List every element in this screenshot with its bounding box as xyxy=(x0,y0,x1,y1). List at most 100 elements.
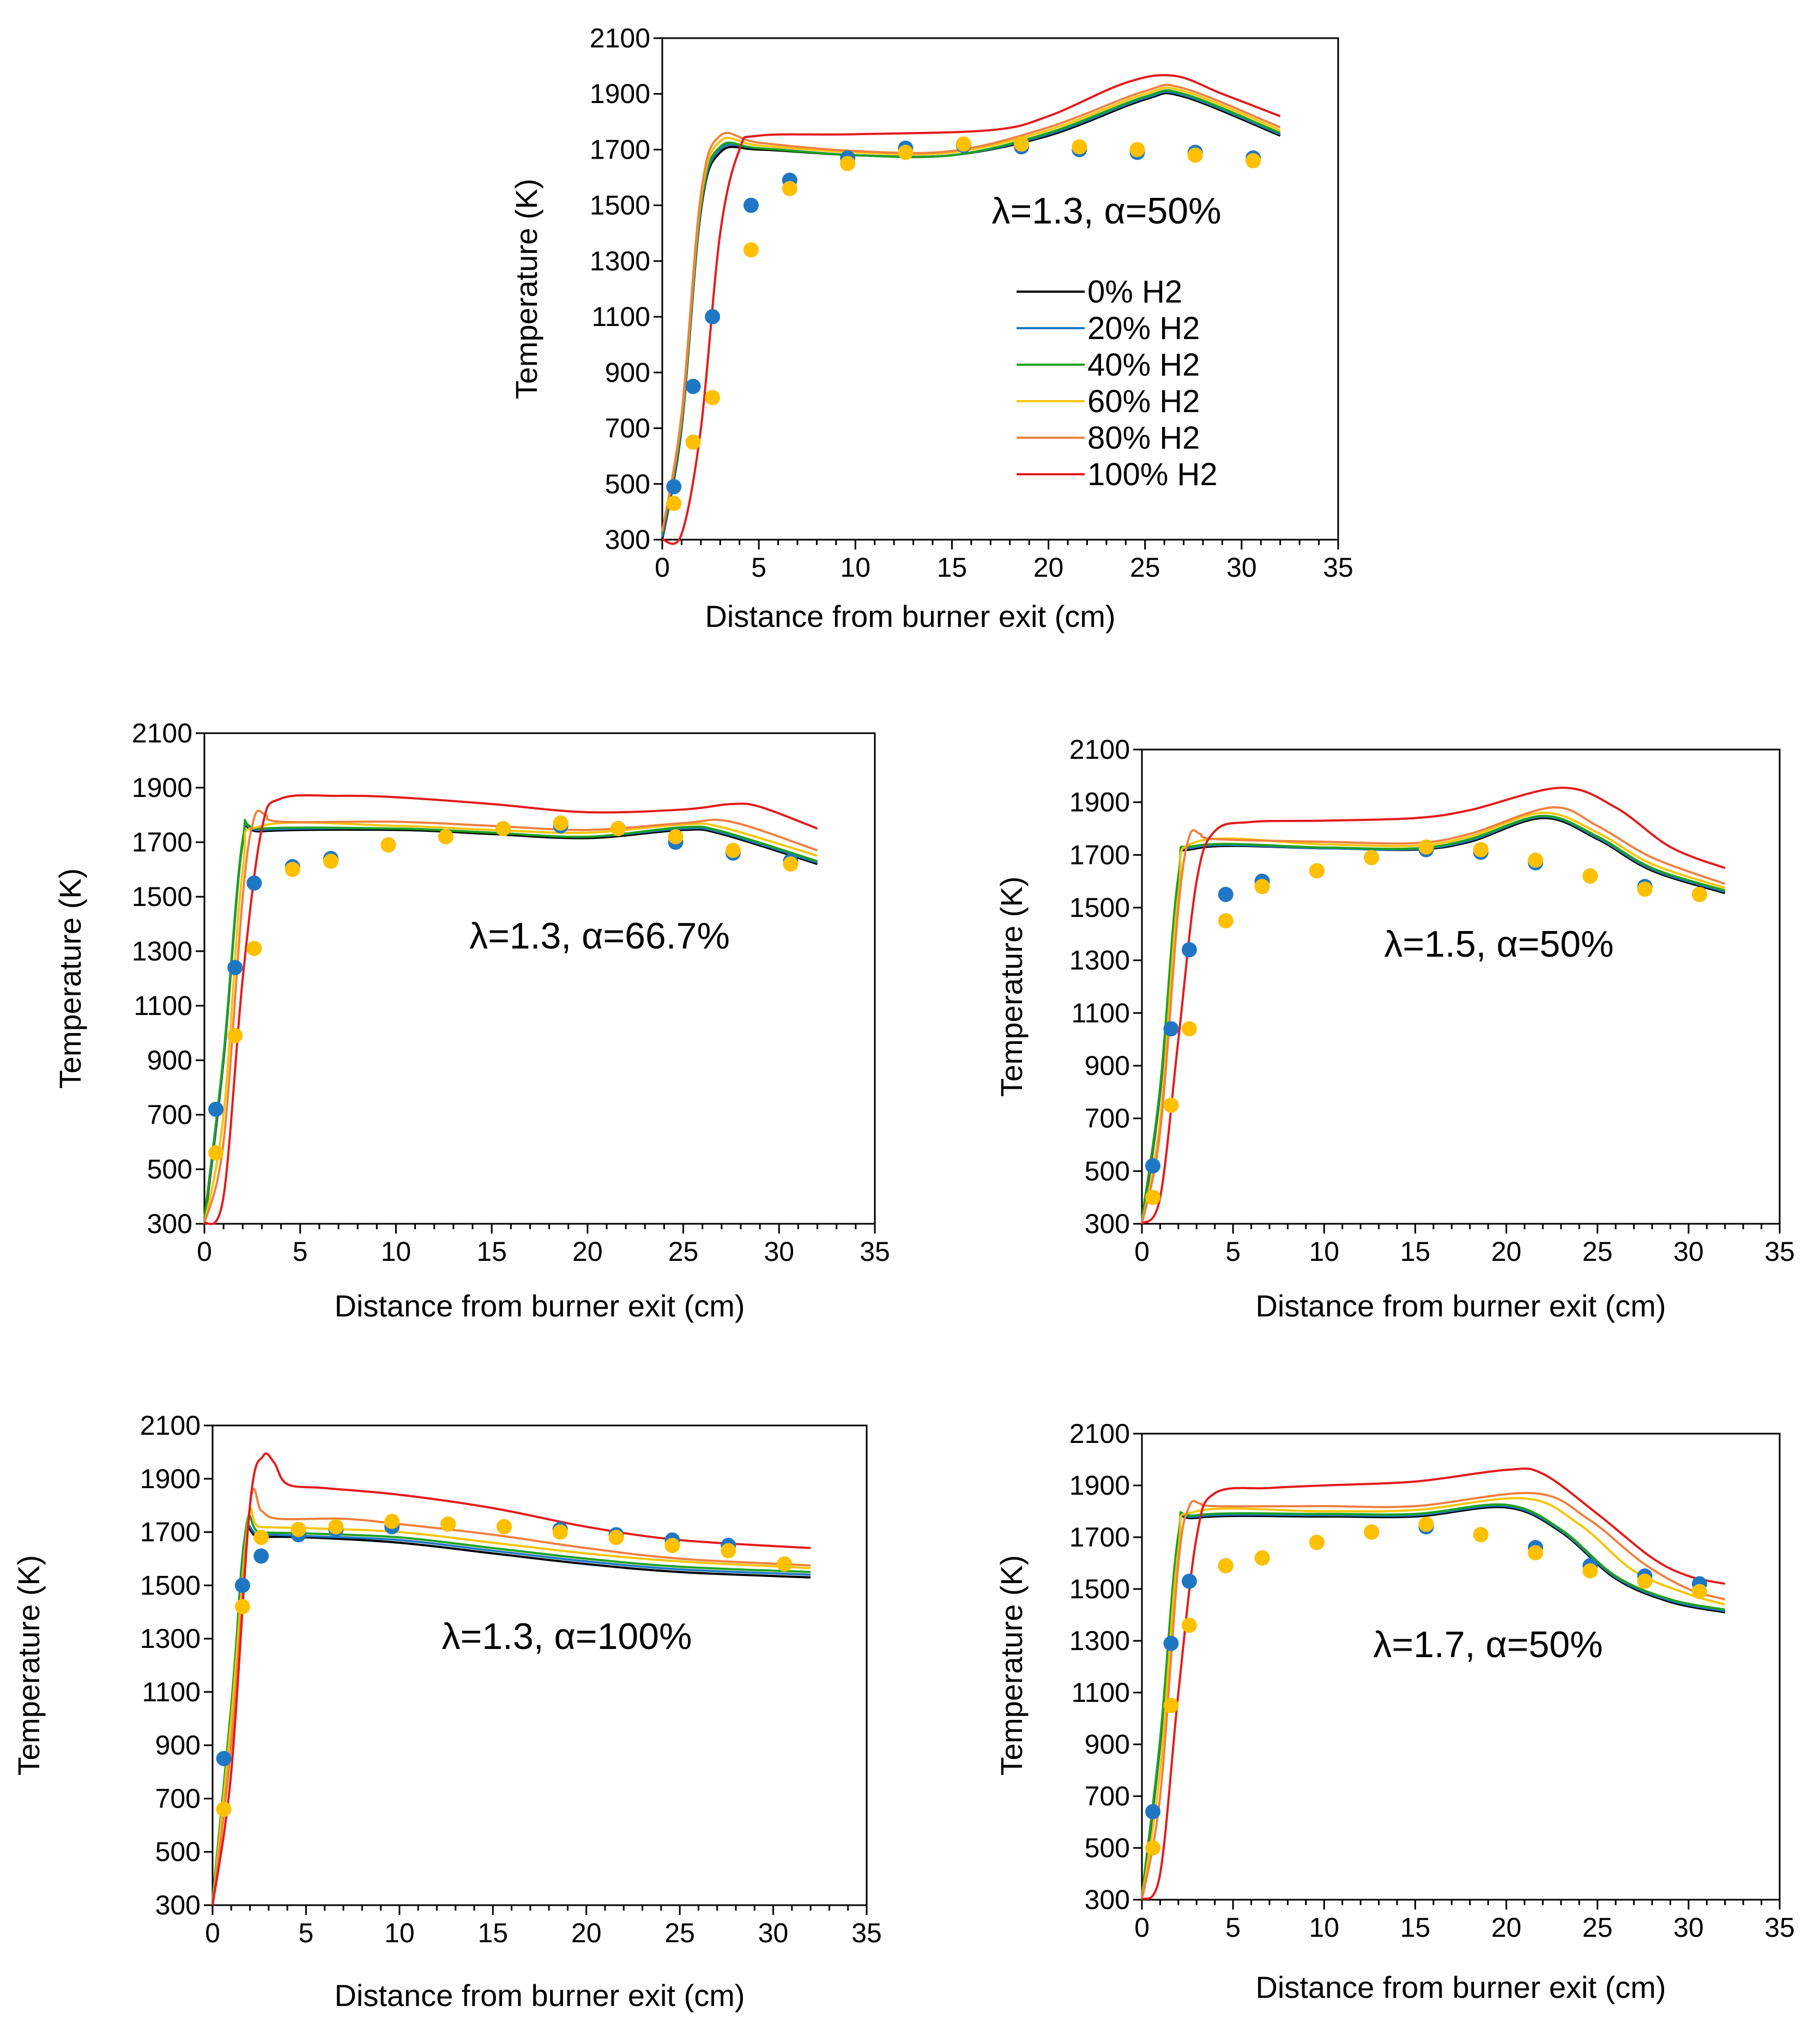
marker-point-orange xyxy=(384,1514,400,1529)
x-tick-label: 15 xyxy=(1400,1236,1431,1267)
marker-point-orange xyxy=(1181,1021,1197,1037)
y-tick-label: 700 xyxy=(1085,1781,1130,1811)
chart-panel-l13-a100: Distance from burner exit (cm) Temperatu… xyxy=(11,1410,882,2013)
x-axis-label: Distance from burner exit (cm) xyxy=(705,599,1115,633)
x-tick-label: 0 xyxy=(1134,1236,1150,1267)
legend-entry-1: 20% H2 xyxy=(1017,311,1200,346)
marker-point-orange xyxy=(1072,139,1087,155)
y-tick-label: 300 xyxy=(155,1890,201,1920)
series-lines xyxy=(1141,787,1726,1225)
marker-point-orange xyxy=(496,1519,512,1534)
marker-point-orange xyxy=(440,1516,456,1532)
series-line-80-h2 xyxy=(203,809,818,1224)
x-tick-label: 0 xyxy=(205,1918,220,1948)
marker-point-orange xyxy=(1163,1697,1179,1713)
x-tick-label: 5 xyxy=(293,1236,308,1267)
y-axis-label: Temperature (K) xyxy=(994,1555,1029,1776)
x-tick-label: 25 xyxy=(1582,1236,1613,1267)
marker-point-orange xyxy=(1473,1527,1489,1543)
y-tick-label: 1300 xyxy=(132,936,192,966)
x-tick-label: 35 xyxy=(1323,552,1353,583)
legend-entry-5: 100% H2 xyxy=(1017,457,1218,492)
y-tick-label: 500 xyxy=(155,1836,201,1867)
marker-point-orange xyxy=(208,1145,224,1161)
y-axis: 300 500 700 900 1100 1300 1500 1700 1900 2100 xyxy=(132,718,204,1239)
legend-label-2: 40% H2 xyxy=(1087,347,1200,383)
markers xyxy=(216,1514,793,1817)
y-tick-label: 900 xyxy=(147,1045,192,1076)
series-line-40-h2 xyxy=(1141,1503,1726,1895)
marker-point-orange xyxy=(1218,913,1234,929)
legend: 0% H2 20% H2 40% H2 60% H2 80% H2 100% H… xyxy=(1017,274,1218,492)
marker-point-orange xyxy=(777,1556,793,1572)
series-line-60-h2 xyxy=(1141,811,1726,1224)
y-tick-label: 300 xyxy=(605,524,650,555)
y-tick-label: 1900 xyxy=(590,78,650,109)
marker-point-orange xyxy=(1364,1524,1380,1540)
marker-point-blue xyxy=(253,1548,269,1564)
marker-point-orange xyxy=(1418,1517,1434,1532)
x-tick-label: 30 xyxy=(1673,1236,1704,1267)
y-axis-label: Temperature (K) xyxy=(53,868,87,1089)
y-axis: 300 500 700 900 1100 1300 1500 1700 1900 2100 xyxy=(590,23,662,555)
x-tick-label: 5 xyxy=(299,1918,314,1948)
y-tick-label: 1700 xyxy=(132,827,192,857)
y-axis-label: Temperature (K) xyxy=(11,1555,46,1776)
plot-frame xyxy=(661,37,1339,541)
x-tick-label: 15 xyxy=(476,1236,507,1267)
marker-point-orange xyxy=(783,856,799,872)
y-tick-label: 2100 xyxy=(1069,1418,1130,1449)
plot-frame xyxy=(1141,1433,1781,1901)
marker-point-orange xyxy=(1163,1097,1179,1113)
y-tick-label: 900 xyxy=(1085,1050,1130,1081)
markers xyxy=(1145,839,1707,1205)
y-tick-label: 1900 xyxy=(132,772,192,803)
chart-panel-l15-a50: Distance from burner exit (cm) Temperatu… xyxy=(994,734,1795,1323)
x-tick-label: 35 xyxy=(851,1918,882,1948)
y-tick-label: 300 xyxy=(1085,1209,1130,1239)
chart-panel-l17-a50: Distance from burner exit (cm) Temperatu… xyxy=(994,1418,1795,2004)
marker-point-orange xyxy=(291,1521,306,1537)
y-tick-label: 1900 xyxy=(140,1464,201,1494)
y-tick-label: 1100 xyxy=(1071,1677,1130,1708)
x-tick-label: 15 xyxy=(937,552,968,583)
plot-frame xyxy=(211,1424,868,1906)
y-tick-label: 1700 xyxy=(140,1517,201,1548)
marker-point-orange xyxy=(234,1599,250,1615)
marker-point-orange xyxy=(1309,1534,1325,1550)
series-line-80-h2 xyxy=(211,1488,811,1906)
legend-label-5: 100% H2 xyxy=(1087,457,1218,492)
marker-point-orange xyxy=(1691,1584,1707,1599)
series-lines xyxy=(1141,1467,1726,1901)
x-axis-label: Distance from burner exit (cm) xyxy=(1255,1970,1666,2004)
y-axis-label: Temperature (K) xyxy=(994,877,1029,1097)
marker-point-blue xyxy=(743,197,759,213)
x-axis: 0 5 10 15 20 25 30 35 xyxy=(1134,1900,1795,1943)
series-line-100-h2 xyxy=(662,74,1281,545)
x-tick-label: 20 xyxy=(571,1918,602,1948)
series-line-40-h2 xyxy=(203,819,818,1219)
x-tick-label: 25 xyxy=(664,1918,695,1948)
marker-point-orange xyxy=(668,829,684,844)
x-tick-label: 0 xyxy=(655,552,670,583)
marker-point-orange xyxy=(1582,1563,1598,1579)
y-axis: 300 500 700 900 1100 1300 1500 1700 1900 2100 xyxy=(1069,734,1142,1239)
series-line-100-h2 xyxy=(203,794,818,1225)
y-tick-label: 900 xyxy=(605,357,650,388)
y-tick-label: 1500 xyxy=(1069,1574,1130,1604)
x-tick-label: 20 xyxy=(1033,552,1064,583)
y-tick-label: 1300 xyxy=(1069,1626,1130,1656)
marker-point-blue xyxy=(208,1102,224,1117)
legend-entry-4: 80% H2 xyxy=(1017,420,1200,456)
x-tick-label: 30 xyxy=(1673,1912,1704,1943)
y-tick-label: 1300 xyxy=(140,1623,201,1654)
series-line-100-h2 xyxy=(1141,787,1726,1225)
marker-point-orange xyxy=(227,1028,243,1043)
x-tick-label: 20 xyxy=(1491,1912,1522,1943)
marker-point-orange xyxy=(956,136,971,152)
marker-point-orange xyxy=(380,837,396,853)
marker-point-orange xyxy=(1187,147,1203,163)
plot-frame xyxy=(203,732,876,1225)
y-tick-label: 1300 xyxy=(590,246,650,276)
y-tick-label: 1900 xyxy=(1069,1470,1130,1501)
